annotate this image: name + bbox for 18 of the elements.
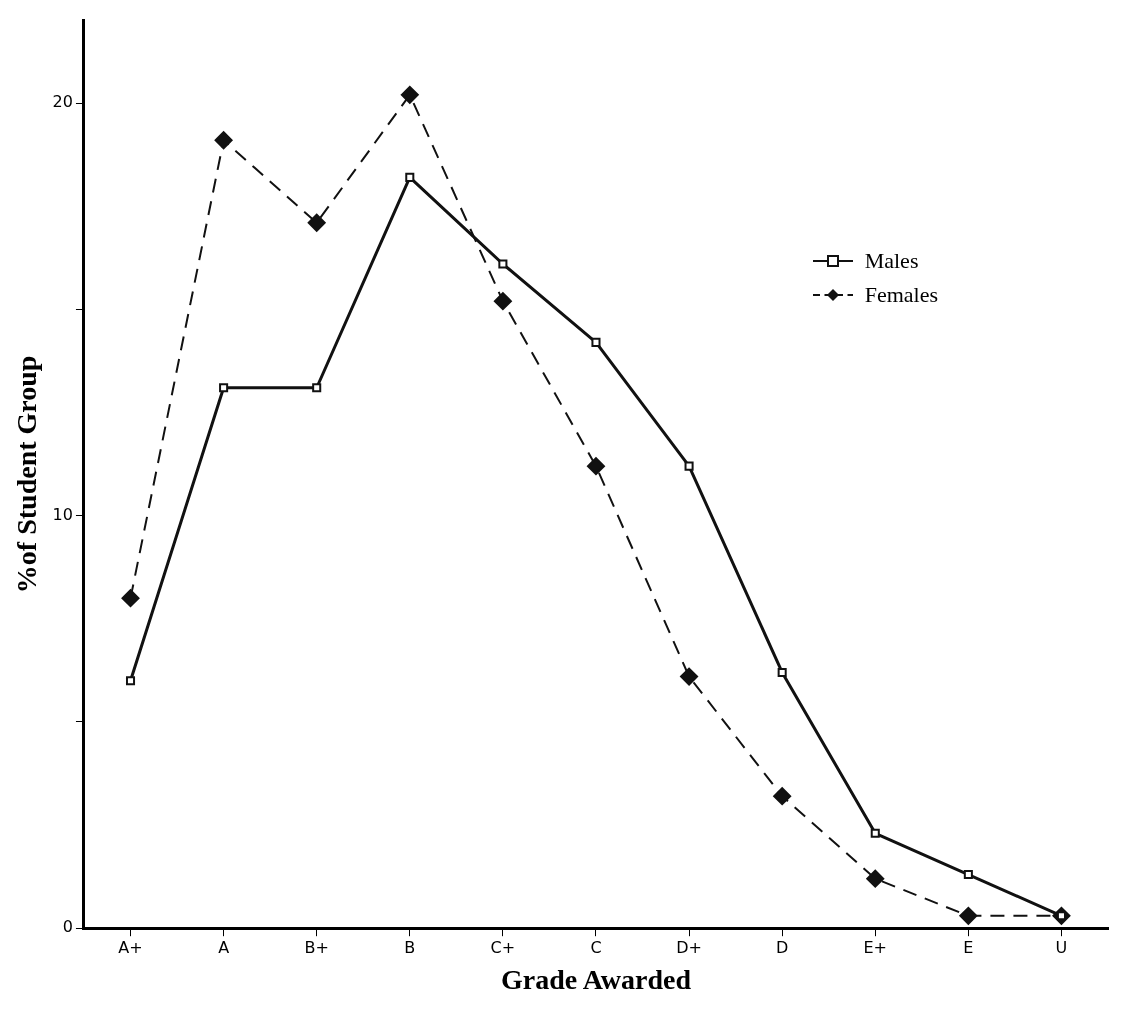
legend-label: Females <box>864 282 938 308</box>
x-tick-label: D <box>776 937 789 957</box>
x-tick-label: D+ <box>676 937 702 957</box>
x-tick-label: A+ <box>118 937 143 957</box>
y-axis-title: %of Student Group <box>11 355 43 594</box>
x-tick-label: C <box>590 937 602 957</box>
y-tick-label: 10 <box>52 504 73 524</box>
x-tick-label: C+ <box>490 937 516 957</box>
x-tick-label: U <box>1055 937 1068 957</box>
x-tick-label: E+ <box>863 937 888 957</box>
x-tick-label: B <box>404 937 416 957</box>
y-tick-label: 0 <box>62 917 73 937</box>
y-tick-label: 20 <box>52 92 73 112</box>
x-axis-title: Grade Awarded <box>500 964 692 996</box>
x-tick-label: E <box>963 937 974 957</box>
legend-label: Males <box>864 248 919 274</box>
x-tick-label: A <box>218 937 230 957</box>
x-tick-label: B+ <box>304 937 329 957</box>
